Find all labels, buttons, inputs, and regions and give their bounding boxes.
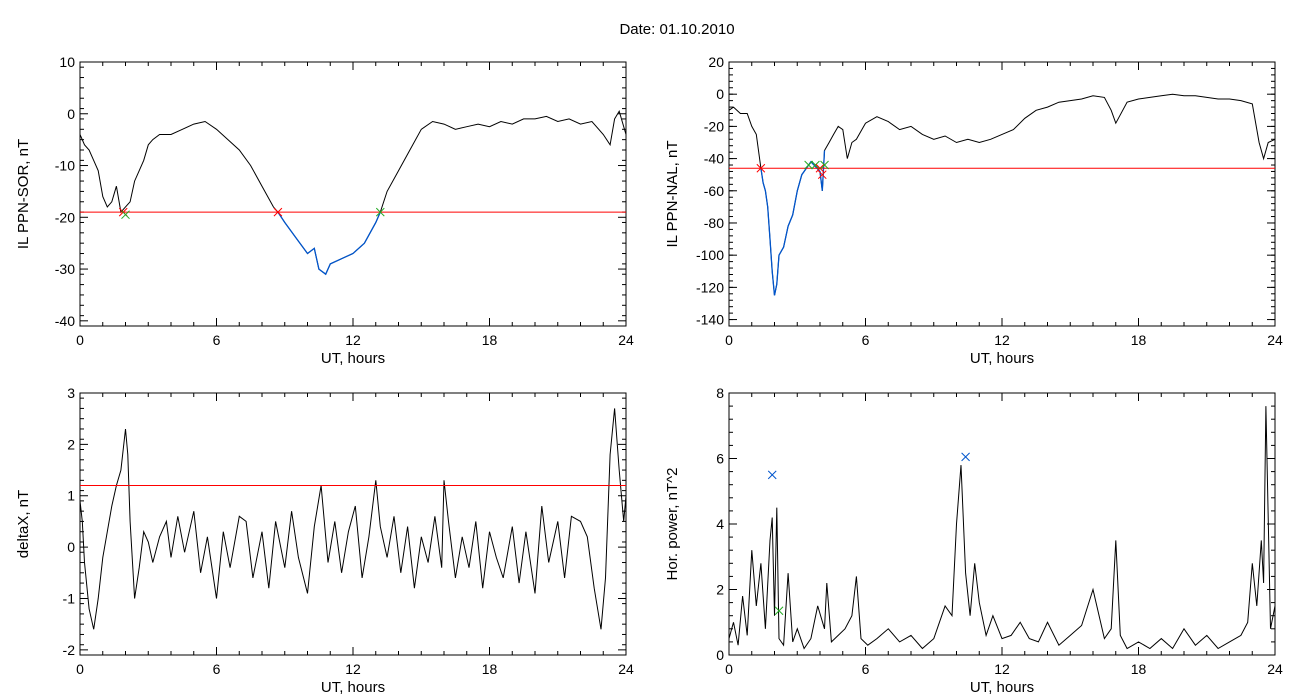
p1-xlabel: UT, hours [321,350,385,367]
p3-ytick-label: 0 [67,539,75,555]
p1-ylabel: IL PPN-SOR, nT [15,139,32,249]
p4-ytick-label: 2 [716,582,724,598]
p1-marker-x [273,207,283,217]
p2-marker-x [804,160,813,170]
p3-series-line [80,408,626,630]
p2-marker-x [817,170,827,180]
p1-xtick-label: 0 [76,332,84,348]
p2-marker-x [811,160,820,170]
p2-marker-x [820,160,829,170]
p1-ytick-label: -40 [55,313,75,329]
p2-ylabel: IL PPN-NAL, nT [664,141,681,248]
p3-ytick-label: 3 [67,385,75,401]
p2-ytick-label: 20 [708,54,724,70]
p1-ytick-label: -30 [55,261,75,277]
p2-ytick-label: -120 [696,279,724,295]
p4-xtick-label: 24 [1267,661,1283,677]
p4-xtick-label: 12 [994,661,1010,677]
p4-ytick-label: 8 [716,385,724,401]
p4-marker-x [961,452,970,462]
p1-ytick-label: -10 [55,158,75,174]
p3-xtick-label: 18 [482,661,498,677]
p2-ytick-label: -100 [696,247,724,263]
p2-ytick-label: -60 [704,183,724,199]
p1-xtick-label: 12 [345,332,361,348]
p1-ytick-label: 0 [67,106,75,122]
p1-panel: 0 6 12 18 24 10 0 -10 -20 -30 -40 UT, hours IL PPN-S… [15,54,634,367]
p2-xlabel: UT, hours [970,350,1034,367]
p3-xtick-label: 6 [213,661,221,677]
p3-xlabel: UT, hours [321,679,385,696]
p4-ytick-label: 6 [716,451,724,467]
p3-xtick-label: 0 [76,661,84,677]
p4-xtick-label: 0 [725,661,733,677]
p3-ytick-label: 1 [67,488,75,504]
p4-xtick-label: 18 [1131,661,1147,677]
p2-ytick-label: -80 [704,215,724,231]
p3-xtick-label: 24 [618,661,634,677]
p1-xtick-label: 6 [213,332,221,348]
p2-panel: 0 6 12 18 24 20 0 -20 -40 -60 -80 -100 -120 -140 UT, h… [664,54,1283,367]
p4-series-line [729,406,1275,650]
p3-ytick-label: 2 [67,436,75,452]
p2-marker-x [815,163,825,173]
p4-frame [728,392,1276,656]
p2-ytick-label: -40 [704,151,724,167]
p1-ytick-label: 10 [59,54,75,70]
p2-xtick-label: 6 [862,332,870,348]
p1-xtick-label: 18 [482,332,498,348]
p2-ytick-label: 0 [716,86,724,102]
p4-panel: 0 6 12 18 24 8 6 4 2 0 UT, hours Hor. power, nT^2 [664,385,1283,696]
p2-xtick-label: 18 [1131,332,1147,348]
p2-highlight-segment [760,150,826,296]
p2-xtick-label: 0 [725,332,733,348]
p2-series-line [729,93,1275,296]
p4-ytick-label: 4 [716,516,724,532]
p4-xtick-label: 6 [862,661,870,677]
p2-xtick-label: 12 [994,332,1010,348]
p3-xtick-label: 12 [345,661,361,677]
p1-ytick-label: -20 [55,209,75,225]
p4-marker-x [767,470,777,480]
page-title: Date: 01.10.2010 [619,21,734,38]
p2-frame [728,61,1276,327]
p1-series-line [80,109,626,275]
p1-highlight-segment [277,211,381,276]
p2-xtick-label: 24 [1267,332,1283,348]
p3-ytick-label: -2 [63,642,76,658]
p1-xtick-label: 24 [618,332,634,348]
p4-marker-x [774,606,784,616]
p2-ytick-label: -140 [696,312,724,328]
p1-frame [79,61,627,327]
p3-ytick-label: -1 [63,590,76,606]
p4-xlabel: UT, hours [970,679,1034,696]
p2-marker-x [756,163,766,173]
p3-panel: 0 6 12 18 24 3 2 1 0 -1 -2 UT, hours deltaX, nT [15,385,634,696]
p4-ylabel: Hor. power, nT^2 [664,468,681,581]
p4-ytick-label: 0 [716,647,724,663]
p1-marker-x [375,207,385,217]
p2-ytick-label: -20 [704,118,724,134]
p1-marker-x [121,210,130,220]
p3-ylabel: deltaX, nT [15,490,32,558]
